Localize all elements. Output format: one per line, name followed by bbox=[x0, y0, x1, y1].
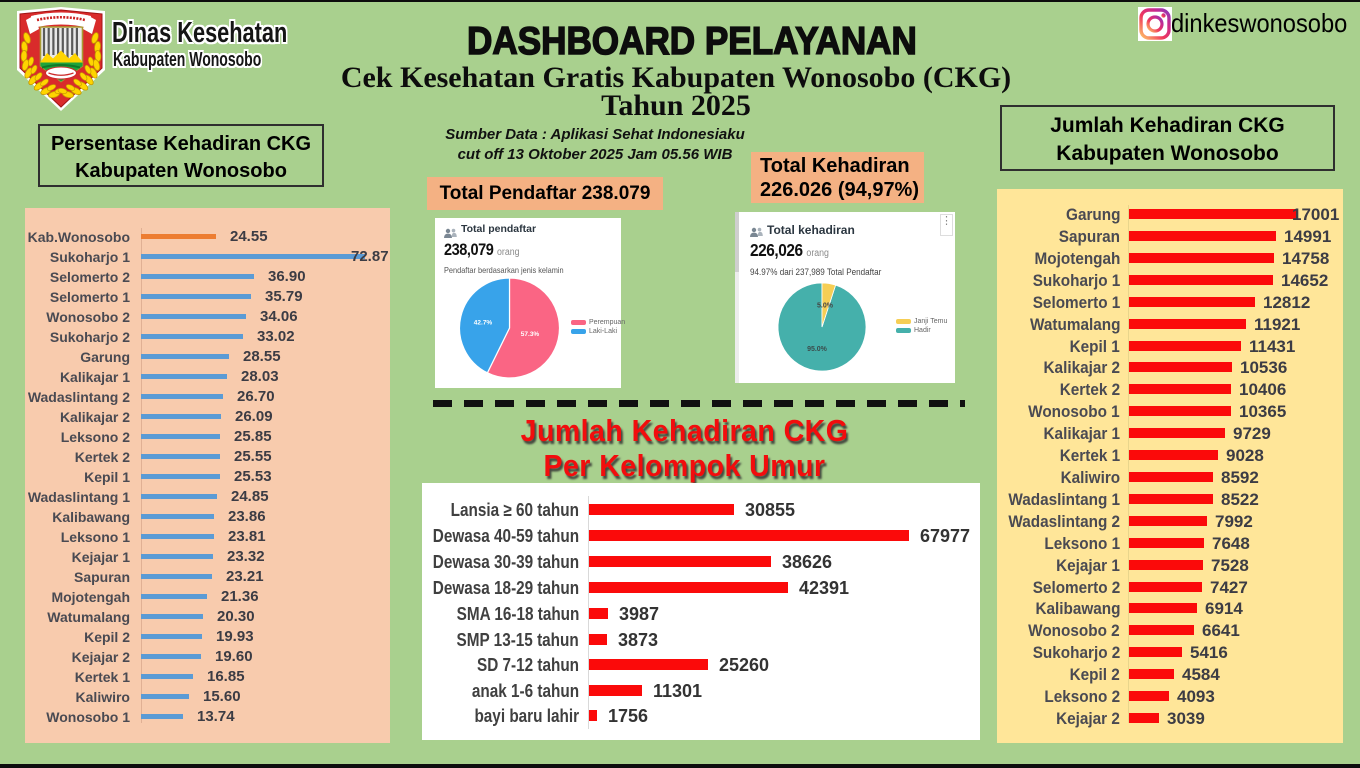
svg-text:5.0%: 5.0% bbox=[817, 303, 834, 310]
svg-text:42.7%: 42.7% bbox=[474, 320, 493, 327]
svg-text:57.3%: 57.3% bbox=[521, 331, 540, 338]
svg-text:95.0%: 95.0% bbox=[807, 346, 828, 353]
